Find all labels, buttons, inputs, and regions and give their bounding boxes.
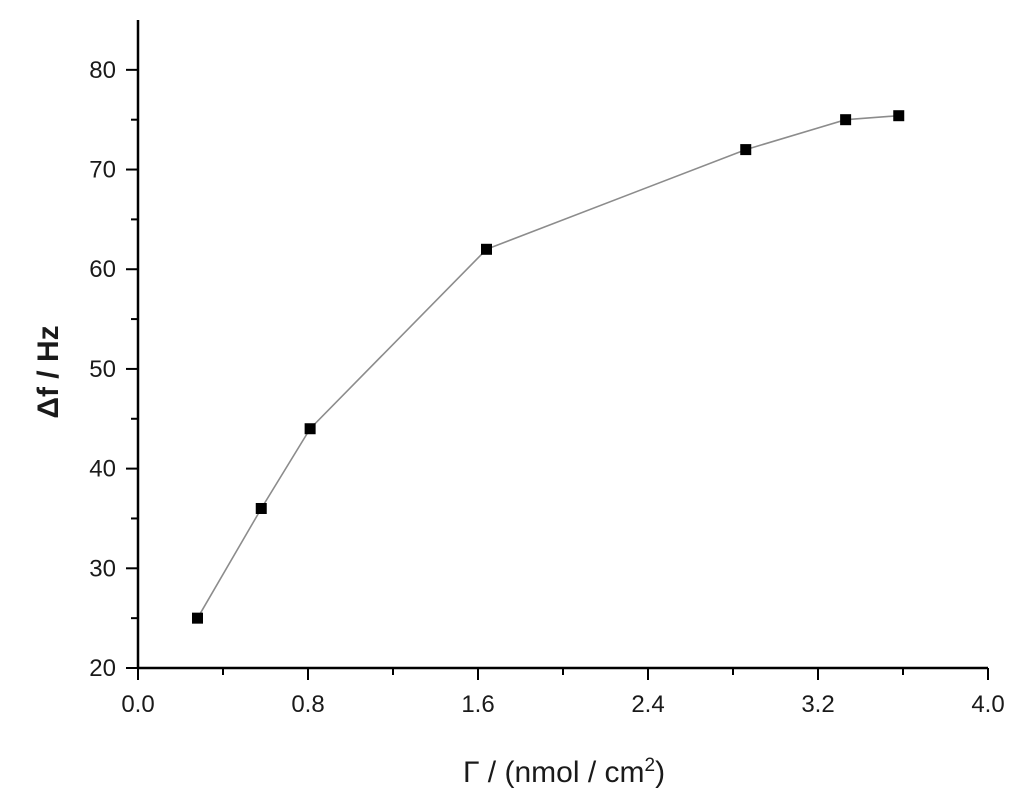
x-tick-label: 0.8: [291, 691, 324, 718]
x-tick-label: 3.2: [801, 691, 834, 718]
x-tick-label: 1.6: [461, 691, 494, 718]
data-point: [481, 243, 492, 255]
y-tick-label: 20: [89, 655, 116, 682]
series-line: [196, 114, 899, 619]
data-point: [192, 612, 203, 624]
x-axis-title: Γ / (nmol / cm2): [463, 755, 665, 789]
data-point: [740, 144, 752, 156]
y-axis-title: Δf / Hz: [32, 325, 65, 418]
data-point: [893, 110, 905, 122]
x-axis-title-close: ): [655, 756, 665, 789]
axes: 0.0 0.8 1.6 2.4 3.2 4.0 20 30 40 50 60 70 80: [89, 20, 1005, 718]
y-tick-label: 30: [89, 555, 116, 582]
data-point: [840, 114, 852, 126]
x-axis-title-main: Γ / (nmol / cm: [463, 756, 645, 789]
x-tick-label: 0.0: [121, 691, 154, 718]
y-tick-label: 60: [89, 256, 116, 283]
x-tick-label: 4.0: [971, 691, 1004, 718]
y-tick-label: 70: [89, 157, 116, 184]
x-tick-label: 2.4: [631, 691, 664, 718]
y-tick-label: 40: [89, 456, 116, 483]
data-point: [304, 423, 316, 435]
y-tick-label: 50: [89, 356, 116, 383]
data-point: [255, 502, 267, 514]
x-axis-title-superscript: 2: [644, 755, 655, 776]
y-tick-label: 80: [89, 57, 116, 84]
plot-area: [192, 110, 905, 624]
